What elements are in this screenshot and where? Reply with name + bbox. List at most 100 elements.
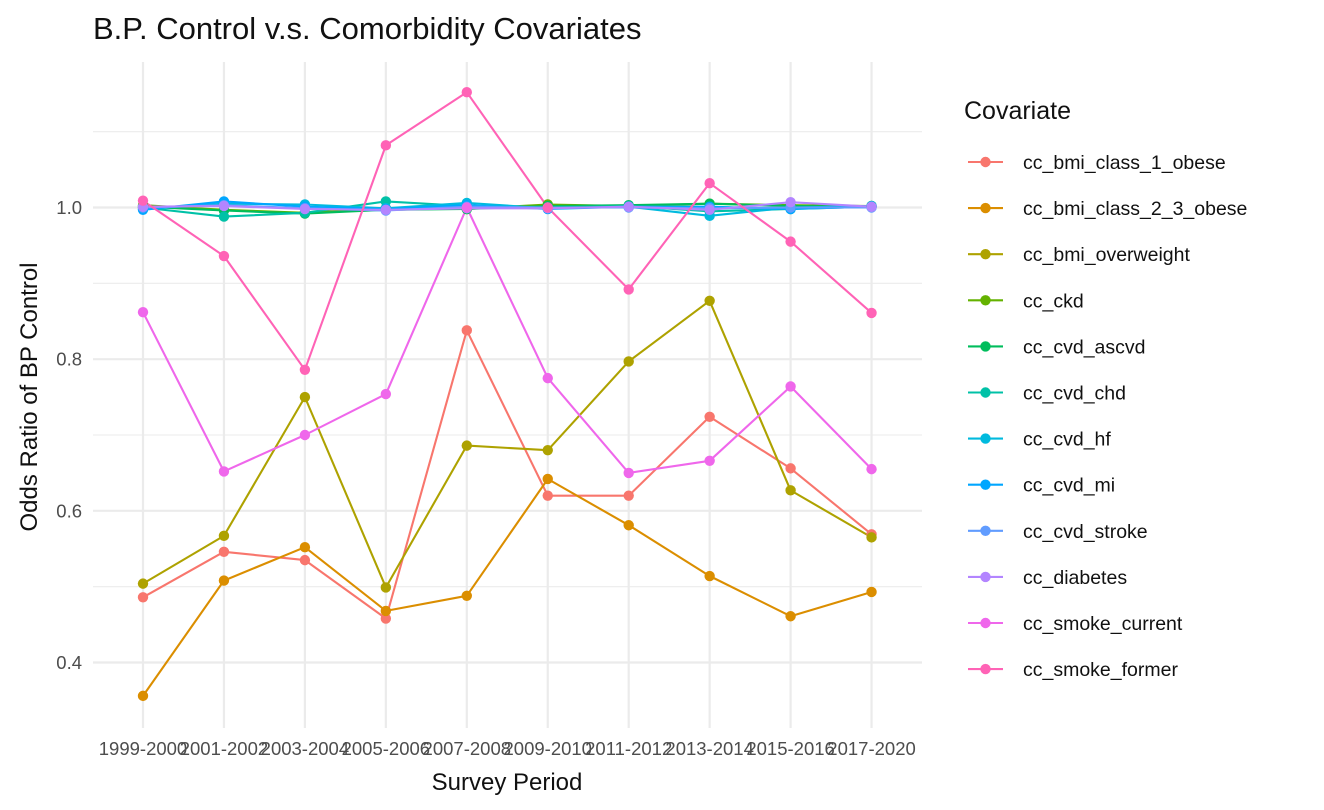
series-line — [142, 299, 873, 589]
data-point — [704, 178, 715, 189]
legend-item: cc_smoke_current — [968, 613, 1183, 635]
legend-label: cc_cvd_mi — [1023, 475, 1115, 497]
x-tick-label: 1999-2000 — [99, 738, 187, 759]
legend-label: cc_bmi_class_1_obese — [1023, 152, 1226, 174]
data-point — [218, 466, 230, 477]
data-point — [218, 530, 230, 542]
data-point — [299, 554, 311, 566]
legend-item: cc_bmi_overweight — [968, 244, 1190, 266]
data-point — [299, 542, 311, 553]
data-point — [866, 201, 877, 212]
legend-title: Covariate — [964, 97, 1071, 125]
data-point — [866, 307, 877, 319]
legend-label: cc_cvd_chd — [1023, 383, 1126, 405]
legend-item: cc_cvd_stroke — [968, 521, 1148, 543]
legend-label: cc_bmi_class_2_3_obese — [1023, 198, 1247, 220]
data-point — [542, 202, 553, 213]
data-point — [218, 200, 230, 212]
x-tick-label: 2015-2016 — [746, 738, 834, 759]
legend-key-point — [980, 479, 991, 490]
y-axis-tick-labels: 0.4 0.6 0.8 1.0 — [56, 197, 82, 673]
data-point — [704, 295, 715, 306]
data-point — [623, 356, 634, 367]
data-point — [461, 440, 472, 451]
legend-item: cc_bmi_class_1_obese — [968, 152, 1226, 174]
legend-label: cc_cvd_ascvd — [1023, 336, 1145, 358]
data-point — [137, 578, 149, 589]
data-point — [542, 444, 553, 456]
series-points — [137, 87, 877, 702]
chart-title: B.P. Control v.s. Comorbidity Covariates — [93, 11, 641, 46]
data-point — [380, 605, 392, 617]
data-point — [137, 690, 149, 702]
y-tick-label: 0.8 — [56, 349, 82, 370]
legend: Covariate cc_bmi_class_1_obese cc_bmi_cla… — [964, 97, 1247, 681]
y-tick-label: 0.4 — [56, 652, 82, 673]
data-point — [299, 364, 311, 375]
minor-gridlines — [93, 131, 922, 588]
legend-label: cc_bmi_overweight — [1023, 244, 1190, 266]
data-point — [704, 455, 715, 466]
x-tick-label: 2001-2002 — [180, 738, 268, 759]
legend-key-point — [980, 249, 991, 260]
legend-key-point — [980, 156, 991, 168]
data-point — [704, 411, 715, 422]
legend-key-point — [980, 571, 991, 583]
data-point — [218, 211, 230, 222]
legend-key-point — [980, 295, 991, 306]
legend-item: cc_diabetes — [968, 567, 1127, 589]
data-point — [299, 429, 311, 441]
legend-item: cc_cvd_chd — [968, 383, 1126, 405]
data-point — [542, 473, 553, 485]
legend-key-point — [980, 525, 991, 536]
x-tick-label: 2003-2004 — [261, 738, 349, 759]
data-point — [785, 611, 796, 622]
data-point — [380, 140, 392, 151]
data-point — [623, 201, 634, 212]
data-point — [380, 388, 392, 400]
data-point — [866, 463, 877, 475]
data-point — [461, 87, 472, 98]
data-point — [542, 372, 553, 384]
x-tick-label: 2009-2010 — [504, 738, 592, 759]
legend-key-point — [980, 433, 991, 444]
x-axis-tick-labels: 1999-20002001-20022003-20042005-20062007… — [99, 738, 916, 759]
legend-item: cc_bmi_class_2_3_obese — [968, 198, 1247, 220]
data-point — [623, 490, 634, 501]
data-point — [299, 203, 311, 215]
legend-label: cc_cvd_hf — [1023, 429, 1111, 451]
series-line — [142, 206, 873, 474]
data-point — [299, 391, 311, 403]
data-point — [380, 613, 392, 624]
legend-label: cc_cvd_stroke — [1023, 521, 1148, 543]
data-point — [461, 325, 472, 336]
series-line — [142, 329, 873, 620]
data-point — [137, 592, 149, 603]
legend-label: cc_smoke_former — [1023, 659, 1178, 681]
series-line — [142, 201, 872, 211]
data-point — [218, 250, 230, 262]
x-tick-label: 2017-2020 — [827, 738, 915, 759]
series-line — [142, 477, 872, 697]
data-point — [218, 546, 230, 557]
legend-item: cc_ckd — [968, 290, 1084, 312]
legend-item: cc_smoke_former — [968, 659, 1178, 681]
y-axis-title: Odds Ratio of BP Control — [16, 262, 43, 531]
data-point — [785, 236, 796, 247]
legend-key-point — [980, 663, 991, 675]
data-point — [380, 204, 392, 215]
legend-item: cc_cvd_mi — [968, 475, 1115, 497]
x-axis-title: Survey Period — [432, 769, 583, 796]
y-tick-label: 1.0 — [56, 197, 82, 218]
legend-label: cc_smoke_current — [1023, 613, 1183, 635]
legend-key-point — [980, 617, 991, 629]
x-tick-label: 2007-2008 — [423, 738, 511, 759]
data-point — [785, 463, 796, 474]
legend-key-point — [980, 387, 991, 398]
data-point — [137, 195, 149, 206]
series-line — [142, 91, 873, 371]
data-point — [461, 202, 472, 213]
legend-label: cc_ckd — [1023, 290, 1084, 312]
legend-key-point — [980, 341, 991, 352]
major-gridlines — [93, 62, 922, 728]
